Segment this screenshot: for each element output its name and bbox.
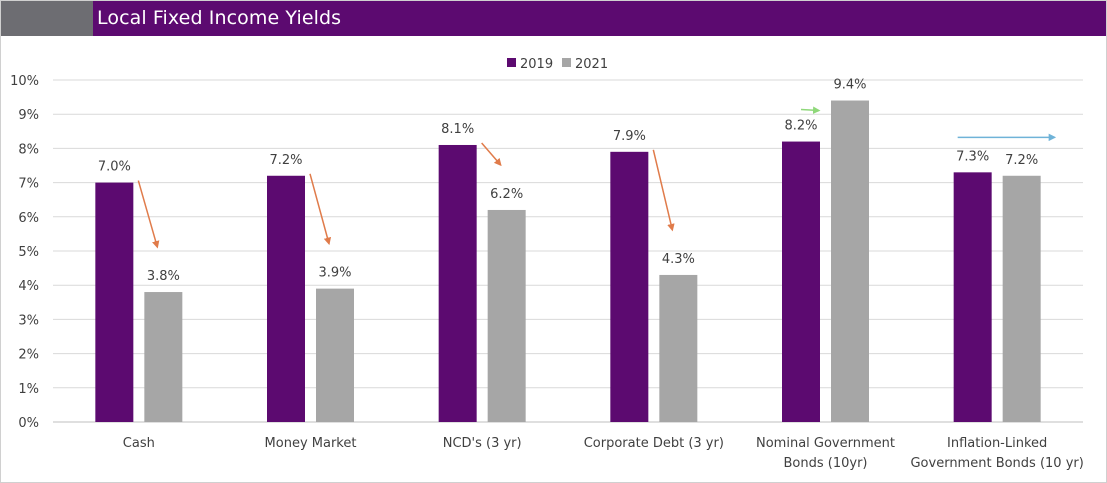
trend-arrow-down bbox=[481, 142, 502, 167]
y-tick-label: 10% bbox=[10, 74, 39, 89]
x-tick-label: Bonds (10yr) bbox=[784, 456, 868, 471]
bar-2021-2 bbox=[487, 209, 526, 422]
bar-2021-5 bbox=[1002, 175, 1041, 422]
bar-2019-1 bbox=[267, 175, 305, 422]
legend-label-2021: 2021 bbox=[575, 57, 608, 72]
data-label-2019-0: 7.0% bbox=[98, 160, 131, 175]
bar-2019-0 bbox=[95, 182, 134, 422]
y-tick-label: 0% bbox=[18, 416, 39, 431]
bar-2019-5 bbox=[953, 172, 992, 422]
bar-2021-0 bbox=[144, 292, 183, 422]
data-label-2021-2: 6.2% bbox=[490, 187, 523, 202]
trend-arrow-down bbox=[652, 149, 675, 232]
data-label-2019-4: 8.2% bbox=[784, 119, 817, 134]
x-tick-label: Money Market bbox=[265, 436, 357, 451]
y-tick-label: 8% bbox=[18, 142, 39, 157]
data-label-2021-0: 3.8% bbox=[147, 269, 180, 284]
chart-title: Local Fixed Income Yields bbox=[97, 7, 342, 29]
legend-swatch-2019 bbox=[507, 58, 516, 67]
bar-2021-1 bbox=[316, 288, 354, 422]
legend-swatch-2021 bbox=[562, 58, 571, 67]
data-label-2019-3: 7.9% bbox=[613, 129, 646, 144]
data-label-2019-5: 7.3% bbox=[956, 149, 989, 164]
y-tick-label: 6% bbox=[18, 211, 39, 226]
data-label-2021-3: 4.3% bbox=[662, 252, 695, 267]
trend-arrow-down bbox=[137, 180, 160, 249]
bar-2021-4 bbox=[831, 100, 869, 423]
data-label-2019-1: 7.2% bbox=[269, 153, 302, 168]
y-tick-label: 3% bbox=[18, 313, 39, 328]
y-tick-label: 9% bbox=[18, 108, 39, 123]
y-tick-label: 4% bbox=[18, 279, 39, 294]
y-tick-label: 1% bbox=[18, 382, 39, 397]
x-tick-label: Cash bbox=[123, 436, 155, 451]
legend-label-2019: 2019 bbox=[520, 57, 553, 72]
x-tick-label: Government Bonds (10 yr) bbox=[910, 456, 1083, 471]
y-tick-label: 2% bbox=[18, 348, 39, 363]
trend-arrow-down bbox=[309, 173, 332, 246]
data-label-2021-5: 7.2% bbox=[1005, 153, 1038, 168]
trend-arrow-up bbox=[800, 106, 821, 114]
y-tick-label: 5% bbox=[18, 245, 39, 260]
x-tick-label: Corporate Debt (3 yr) bbox=[584, 436, 724, 451]
x-tick-label: Nominal Government bbox=[756, 436, 895, 451]
bar-2021-3 bbox=[659, 274, 698, 422]
data-label-2021-1: 3.9% bbox=[318, 266, 351, 281]
x-tick-label: Inflation-Linked bbox=[947, 436, 1047, 451]
data-label-2019-2: 8.1% bbox=[441, 122, 474, 137]
bar-2019-3 bbox=[610, 151, 649, 422]
data-label-2021-4: 9.4% bbox=[833, 78, 866, 93]
title-bar: Local Fixed Income Yields bbox=[1, 1, 1106, 36]
y-tick-label: 7% bbox=[18, 177, 39, 192]
bar-2019-4 bbox=[782, 141, 820, 422]
bar-2019-2 bbox=[438, 144, 477, 423]
title-bar-swatch bbox=[1, 1, 93, 36]
x-tick-label: NCD's (3 yr) bbox=[443, 436, 522, 451]
